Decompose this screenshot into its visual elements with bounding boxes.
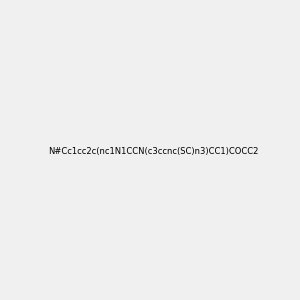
Text: N#Cc1cc2c(nc1N1CCN(c3ccnc(SC)n3)CC1)COCC2: N#Cc1cc2c(nc1N1CCN(c3ccnc(SC)n3)CC1)COCC… xyxy=(49,147,259,156)
